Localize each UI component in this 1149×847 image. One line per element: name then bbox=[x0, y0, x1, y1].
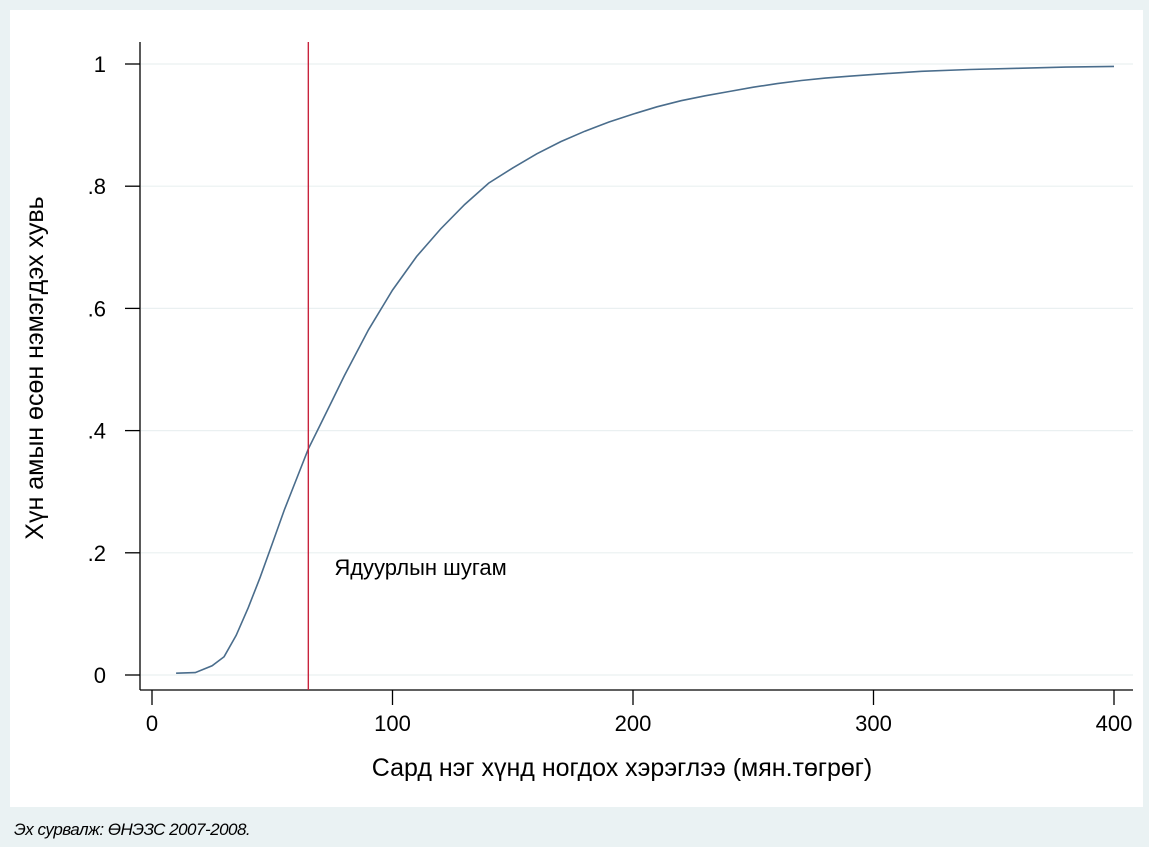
y-tick-label-5: 1 bbox=[94, 52, 106, 77]
y-tick-label-3: .6 bbox=[88, 296, 106, 321]
y-axis-title: Хүн амын өсөн нэмэгдэх хувь bbox=[21, 196, 49, 539]
series-line bbox=[176, 65, 1115, 674]
reference-lines: Ядуурлын шугам bbox=[307, 42, 507, 690]
grid bbox=[141, 63, 1133, 676]
y-tick-label-1: .2 bbox=[88, 541, 106, 566]
poverty-line-label: Ядуурлын шугам bbox=[334, 555, 506, 580]
y-ticks: 0 .2 .4 .6 .8 1 bbox=[88, 52, 140, 688]
source-note: Эх сурвалж: ӨНЭЗС 2007-2008. bbox=[14, 820, 251, 839]
y-tick-label-4: .8 bbox=[88, 174, 106, 199]
x-ticks: 0 100 200 300 400 bbox=[146, 690, 1132, 736]
y-tick-label-2: .4 bbox=[88, 419, 106, 444]
x-tick-label-2: 200 bbox=[615, 711, 652, 736]
plot-area bbox=[10, 10, 1143, 807]
x-tick-label-0: 0 bbox=[146, 711, 158, 736]
y-tick-label-0: 0 bbox=[94, 663, 106, 688]
x-axis-title: Сард нэг хүнд ногдох хэрэглээ (мян.төгрө… bbox=[372, 754, 873, 782]
axes bbox=[139, 42, 1133, 691]
x-tick-label-1: 100 bbox=[374, 711, 411, 736]
x-tick-label-3: 300 bbox=[855, 711, 892, 736]
x-tick-label-4: 400 bbox=[1096, 711, 1133, 736]
